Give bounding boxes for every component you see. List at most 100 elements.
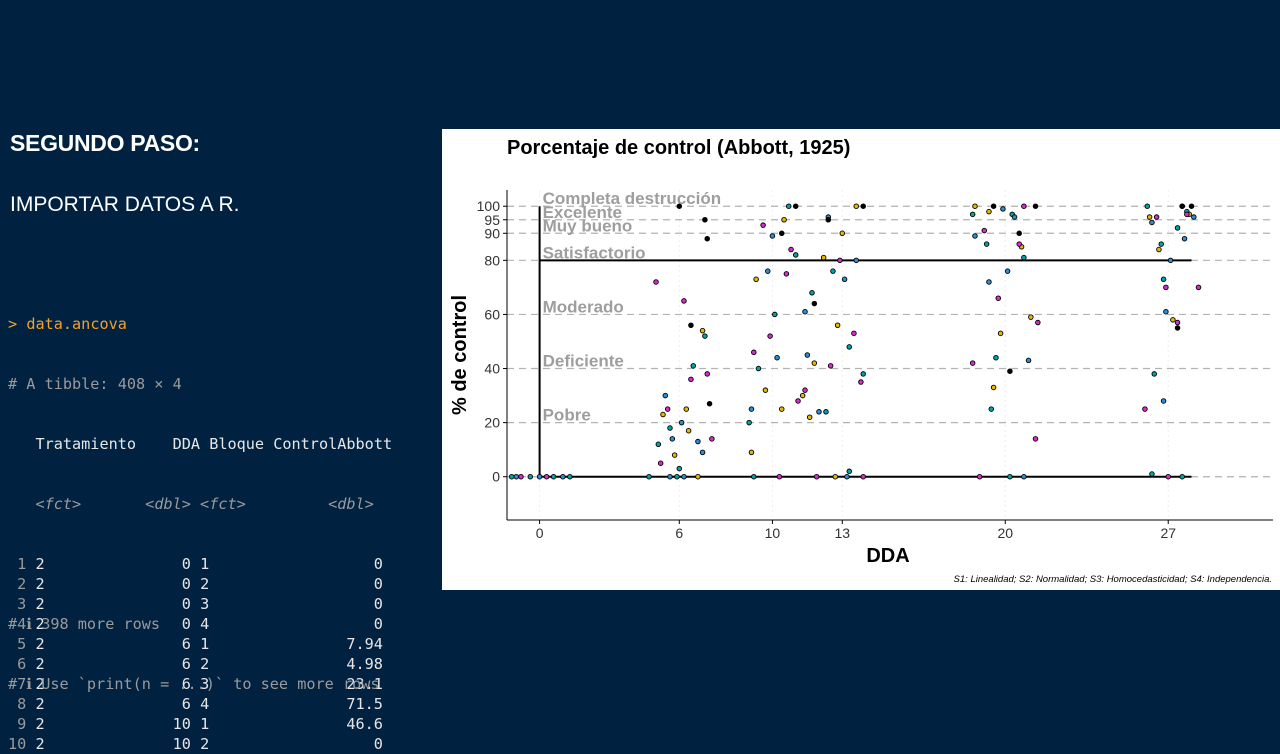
x-axis-title: DDA [866, 545, 909, 567]
column-header: Tratamiento [35, 435, 137, 453]
data-point [683, 406, 690, 412]
table-row: 8 2 6 4 71.5 [8, 694, 438, 714]
data-point [1174, 225, 1181, 231]
cell-controlabbott: 0 [254, 615, 383, 633]
y-tick-label: 95 [484, 212, 500, 228]
data-point [844, 473, 850, 480]
data-point [702, 217, 708, 223]
data-point [983, 241, 990, 247]
data-point [804, 352, 811, 358]
row-number: 4 [8, 615, 27, 633]
data-point [657, 460, 664, 466]
data-point [988, 406, 995, 412]
data-point [753, 276, 759, 283]
data-point [688, 376, 694, 383]
cell-tratamiento: 2 [35, 735, 164, 753]
data-point [748, 449, 755, 456]
data-point [811, 360, 818, 366]
data-point [1142, 406, 1148, 412]
data-point [767, 333, 773, 339]
table-row: 6 2 6 2 4.98 [8, 654, 438, 674]
data-point [846, 468, 853, 475]
table-row: 4 2 0 4 0 [8, 614, 438, 634]
data-point [1011, 214, 1018, 220]
y-tick-label: 80 [484, 252, 500, 268]
data-point [1032, 203, 1039, 209]
data-point [676, 203, 683, 209]
data-point [827, 363, 834, 369]
data-point [972, 203, 978, 209]
cell-tratamiento: 2 [35, 715, 164, 733]
tibble-types: <fct> <dbl> <fct> <dbl> [8, 494, 438, 514]
data-point [1149, 471, 1155, 477]
console-command-line: > data.ancova [8, 314, 438, 334]
control-scatter-plot: Porcentaje de control (Abbott, 1925) Com… [442, 129, 1280, 590]
data-point [1165, 473, 1171, 480]
data-point [823, 409, 829, 415]
data-point [834, 322, 841, 328]
data-point [772, 311, 778, 318]
chart-svg: Porcentaje de control (Abbott, 1925) Com… [449, 137, 1273, 585]
data-point [706, 400, 713, 407]
data-point [853, 203, 859, 209]
data-point [858, 379, 864, 385]
cell-tratamiento: 2 [35, 595, 164, 613]
data-point [1158, 241, 1164, 247]
data-point [667, 473, 673, 480]
data-point [653, 279, 659, 285]
data-point [704, 235, 710, 242]
data-point [1188, 203, 1195, 209]
data-point [527, 473, 534, 480]
cell-bloque: 2 [200, 575, 255, 593]
tibble-footer-rows: # ℹ 398 more rows [8, 615, 161, 633]
category-label: Excelente [543, 203, 622, 222]
row-number: 7 [8, 675, 27, 693]
data-point [837, 257, 843, 264]
data-point [830, 268, 836, 274]
grid-lines [507, 190, 1273, 520]
data-point [760, 222, 766, 228]
data-point [646, 473, 652, 480]
data-point [1007, 473, 1013, 480]
data-point [751, 473, 757, 480]
data-point [1160, 276, 1167, 283]
data-point [751, 349, 757, 356]
data-point [806, 414, 813, 420]
data-point [990, 203, 997, 209]
data-point [508, 473, 515, 480]
data-point [667, 425, 673, 431]
data-point [1144, 203, 1151, 209]
cell-controlabbott: 46.6 [254, 715, 383, 733]
data-point [669, 436, 676, 442]
x-tick-label: 13 [834, 525, 850, 541]
chart-caption: S1: Linealidad; S2: Normalidad; S3: Homo… [954, 574, 1272, 585]
data-point [690, 363, 697, 369]
data-point [567, 473, 573, 480]
table-row: 5 2 6 1 7.94 [8, 634, 438, 654]
data-point [709, 436, 715, 442]
data-point [813, 473, 820, 480]
data-point [997, 330, 1004, 337]
cell-bloque: 1 [200, 715, 255, 733]
data-point [1167, 257, 1174, 264]
cell-tratamiento: 2 [35, 555, 164, 573]
data-point [1000, 206, 1006, 212]
data-point [762, 387, 769, 393]
x-tick-label: 0 [536, 525, 544, 541]
data-point [699, 327, 706, 334]
table-row: 7 2 6 3 23.1 [8, 674, 438, 694]
column-type: <fct> [200, 495, 246, 513]
cell-bloque: 1 [200, 635, 255, 653]
category-label: Pobre [543, 406, 591, 425]
data-point [536, 473, 543, 480]
tibble-rows: 1 2 0 1 0 2 2 0 2 0 3 2 0 3 0 4 2 0 4 0 … [8, 554, 438, 753]
data-point [816, 409, 822, 415]
data-point [748, 406, 755, 412]
data-point [1025, 357, 1032, 364]
data-point [795, 398, 801, 404]
y-tick-label: 20 [484, 415, 500, 431]
y-tick-label: 100 [477, 198, 501, 214]
data-point [811, 300, 818, 307]
console-command: data.ancova [26, 315, 127, 333]
